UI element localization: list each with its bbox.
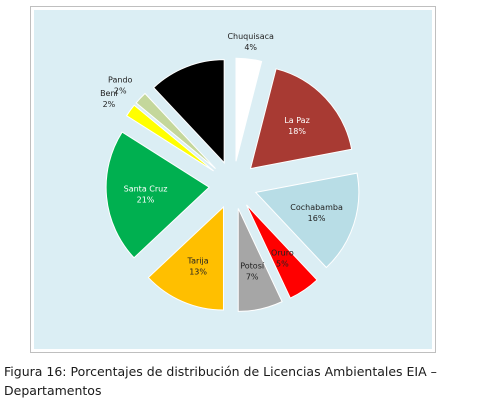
- slice-percent: 4%: [244, 43, 257, 52]
- slice-name: Pando: [108, 75, 133, 84]
- caption-label: Figura 16:: [4, 364, 67, 379]
- figure-caption: Figura 16: Porcentajes de distribución d…: [4, 362, 476, 400]
- slice-label-la-paz: La Paz 18%: [284, 116, 309, 136]
- pie-slice-beni: [125, 104, 214, 172]
- slice-name: Cochabamba: [290, 203, 343, 212]
- slice-percent: 2%: [103, 100, 116, 109]
- pie-slice-potosi: [237, 208, 283, 312]
- pie-slice-la-paz: [249, 68, 353, 170]
- slice-name: Oruro: [271, 249, 294, 258]
- slice-percent: 13%: [189, 268, 207, 277]
- slice-percent: 21%: [137, 195, 155, 204]
- slice-name: Santa Cruz: [124, 184, 168, 193]
- pie-slice-cochabamba: [254, 172, 360, 269]
- slice-label-cochabamba: Cochabamba 16%: [290, 203, 343, 223]
- pie-slice-oruro: [246, 204, 318, 299]
- pie-slice-tarija: [147, 205, 224, 311]
- slice-name: Beni: [100, 89, 118, 98]
- pie-slice-chuquisaca: [235, 57, 263, 162]
- slice-percent: 2%: [114, 86, 127, 95]
- slice-name: Tarija: [187, 257, 209, 266]
- slice-label-pando: Pando 2%: [108, 75, 133, 95]
- slice-percent: 5%: [276, 260, 289, 269]
- pie-chart: Chuquisaca 4% La Paz 18% Cochabamba 16% Oruro 5…: [34, 10, 432, 349]
- slice-name: Potosí: [240, 262, 265, 271]
- pie-slice-pando: [135, 92, 216, 169]
- pie-slice-santa-cruz: [105, 131, 210, 259]
- slice-name: Chuquisaca: [227, 32, 274, 41]
- slice-label-santa-cruz: Santa Cruz 21%: [124, 184, 168, 204]
- chart-frame: Chuquisaca 4% La Paz 18% Cochabamba 16% Oruro 5…: [30, 6, 436, 353]
- slice-name: La Paz: [284, 116, 309, 125]
- slice-label-potosi: Potosí 7%: [240, 262, 265, 282]
- slice-percent: 16%: [308, 214, 326, 223]
- slice-label-tarija: Tarija 13%: [187, 257, 209, 277]
- slice-percent: 18%: [288, 127, 306, 136]
- slice-label-beni: Beni 2%: [100, 89, 118, 109]
- slice-label-chuquisaca: Chuquisaca 4%: [227, 32, 274, 52]
- slice-label-oruro: Oruro 5%: [271, 249, 294, 269]
- slice-percent: 7%: [246, 273, 259, 282]
- caption-text: Porcentajes de distribución de Licencias…: [4, 364, 437, 398]
- plot-area: [34, 10, 432, 349]
- pie-slice-unlabeled: [152, 59, 225, 164]
